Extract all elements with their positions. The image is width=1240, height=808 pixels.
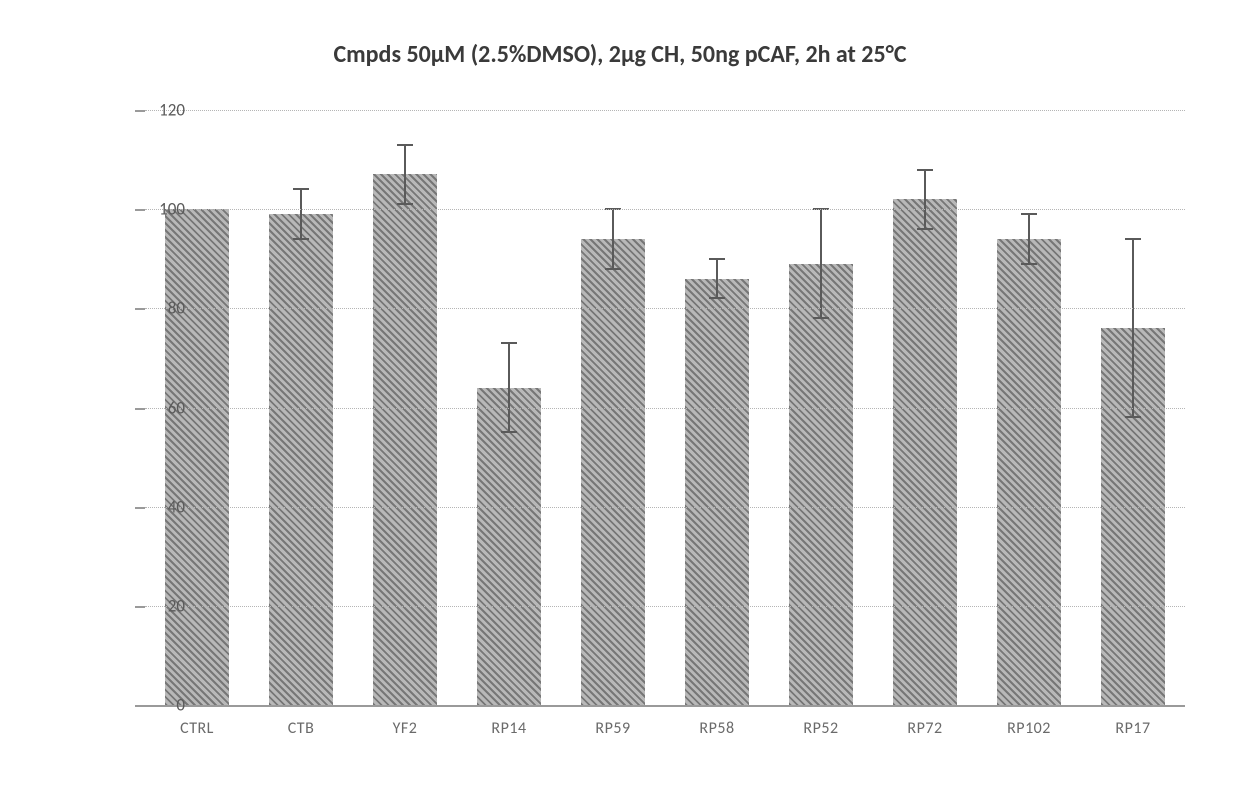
bar xyxy=(477,388,541,705)
gridline xyxy=(145,110,1185,111)
plot-area: % pCAF activity CTRLCTBYF2RP14RP59RP58RP… xyxy=(145,110,1185,707)
bar xyxy=(373,174,437,705)
error-bar xyxy=(1132,239,1134,418)
error-bar xyxy=(924,170,926,230)
error-cap xyxy=(813,317,829,319)
x-tick-label: RP72 xyxy=(873,719,977,738)
error-cap xyxy=(501,342,517,344)
error-cap xyxy=(397,144,413,146)
error-bar xyxy=(716,259,718,299)
y-tick-label: 100 xyxy=(125,199,185,220)
error-cap xyxy=(293,188,309,190)
error-cap xyxy=(1021,263,1037,265)
x-tick-label: RP59 xyxy=(561,719,665,738)
error-cap xyxy=(501,431,517,433)
error-bar xyxy=(1028,214,1030,264)
x-tick-label: RP14 xyxy=(457,719,561,738)
x-tick-label: CTB xyxy=(249,719,353,738)
y-tick-label: 0 xyxy=(125,695,185,716)
x-tick-label: RP52 xyxy=(769,719,873,738)
gridline xyxy=(145,308,1185,309)
error-bar xyxy=(612,209,614,269)
error-cap xyxy=(1125,416,1141,418)
error-bar xyxy=(300,189,302,239)
x-tick-label: CTRL xyxy=(145,719,249,738)
y-tick-label: 60 xyxy=(125,397,185,418)
gridline xyxy=(145,507,1185,508)
bar xyxy=(165,209,229,705)
gridline xyxy=(145,209,1185,210)
error-cap xyxy=(709,258,725,260)
error-bar xyxy=(820,209,822,318)
x-tick-label: YF2 xyxy=(353,719,457,738)
chart-title: Cmpds 50µM (2.5%DMSO), 2µg CH, 50ng pCAF… xyxy=(0,40,1240,69)
y-tick-label: 40 xyxy=(125,496,185,517)
y-tick-label: 80 xyxy=(125,298,185,319)
gridline xyxy=(145,408,1185,409)
error-cap xyxy=(397,203,413,205)
error-bar xyxy=(404,145,406,205)
gridline xyxy=(145,606,1185,607)
error-cap xyxy=(1021,213,1037,215)
error-cap xyxy=(917,228,933,230)
pcaf-activity-chart: Cmpds 50µM (2.5%DMSO), 2µg CH, 50ng pCAF… xyxy=(0,0,1240,808)
bar xyxy=(685,279,749,705)
y-tick-label: 120 xyxy=(125,100,185,121)
bar xyxy=(789,264,853,705)
bar xyxy=(893,199,957,705)
error-cap xyxy=(1125,238,1141,240)
error-cap xyxy=(293,238,309,240)
x-tick-label: RP17 xyxy=(1081,719,1185,738)
bar xyxy=(269,214,333,705)
error-cap xyxy=(917,169,933,171)
y-tick-label: 20 xyxy=(125,595,185,616)
x-tick-label: RP102 xyxy=(977,719,1081,738)
error-cap xyxy=(605,268,621,270)
x-tick-label: RP58 xyxy=(665,719,769,738)
error-cap xyxy=(709,297,725,299)
error-bar xyxy=(508,343,510,432)
